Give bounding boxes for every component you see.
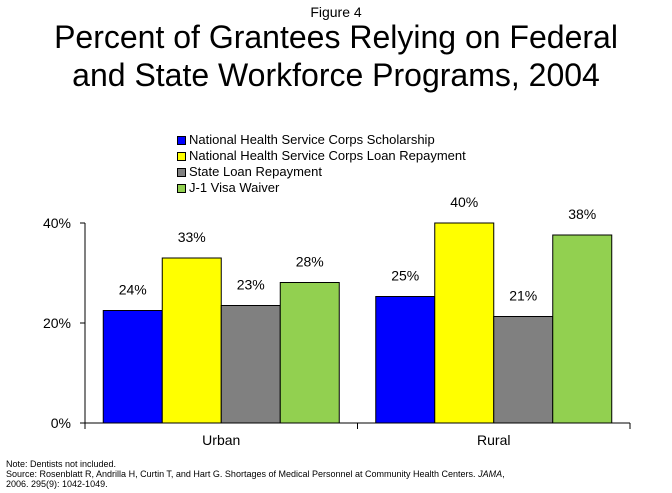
data-label: 28% — [296, 254, 324, 270]
source-line: 2006. 295(9): 1042-1049. — [6, 479, 108, 489]
legend: National Health Service Corps Scholarshi… — [177, 132, 466, 196]
legend-label: State Loan Repayment — [189, 164, 322, 179]
source-line: Source: Rosenblatt R, Andrilla H, Curtin… — [6, 469, 666, 479]
legend-label: National Health Service Corps Loan Repay… — [189, 148, 466, 163]
y-tick-label: 40% — [43, 215, 71, 231]
legend-swatch — [177, 183, 186, 193]
data-label: 25% — [391, 268, 419, 284]
source-punctuation: , — [502, 469, 505, 479]
bar — [161, 257, 222, 424]
data-label: 40% — [450, 194, 478, 210]
chart-title-line-2: and State Workforce Programs, 2004 — [72, 57, 600, 93]
source-text: Source: Rosenblatt R, Andrilla H, Curtin… — [6, 469, 479, 479]
data-label: 24% — [119, 282, 147, 298]
legend-swatch — [177, 167, 186, 177]
data-label: 33% — [178, 229, 206, 245]
data-label: 21% — [509, 288, 537, 304]
legend-swatch — [177, 151, 186, 161]
legend-item: State Loan Repayment — [177, 164, 466, 180]
chart-notes: Note: Dentists not included. Source: Ros… — [6, 459, 666, 489]
bar — [552, 234, 613, 424]
chart-title-line-1: Percent of Grantees Relying on Federal — [54, 19, 618, 55]
bar — [279, 282, 340, 424]
bar — [493, 316, 554, 424]
category-label: Urban — [202, 432, 240, 448]
data-label: 38% — [568, 206, 596, 222]
figure-label: Figure 4 — [310, 4, 362, 20]
y-tick-label: 20% — [43, 315, 71, 331]
y-tick-label: 0% — [51, 415, 71, 431]
legend-swatch — [177, 135, 186, 145]
legend-item: J-1 Visa Waiver — [177, 180, 466, 196]
legend-label: J-1 Visa Waiver — [189, 180, 280, 195]
legend-label: National Health Service Corps Scholarshi… — [189, 132, 435, 147]
bar — [220, 305, 281, 424]
bar — [375, 296, 436, 424]
bar — [102, 310, 163, 424]
category-label: Rural — [477, 432, 510, 448]
note-line: Note: Dentists not included. — [6, 459, 117, 469]
chart-title: Percent of Grantees Relying on Federal a… — [0, 18, 672, 94]
bar-chart: 0% 20% 40% 24% 33% 23% 28% Urban 25% 40% 21% 38% Rur… — [43, 194, 631, 448]
legend-item: National Health Service Corps Scholarshi… — [177, 132, 466, 148]
journal-name: JAMA — [478, 469, 503, 479]
bar — [434, 222, 495, 424]
data-label: 23% — [237, 277, 265, 293]
legend-item: National Health Service Corps Loan Repay… — [177, 148, 466, 164]
